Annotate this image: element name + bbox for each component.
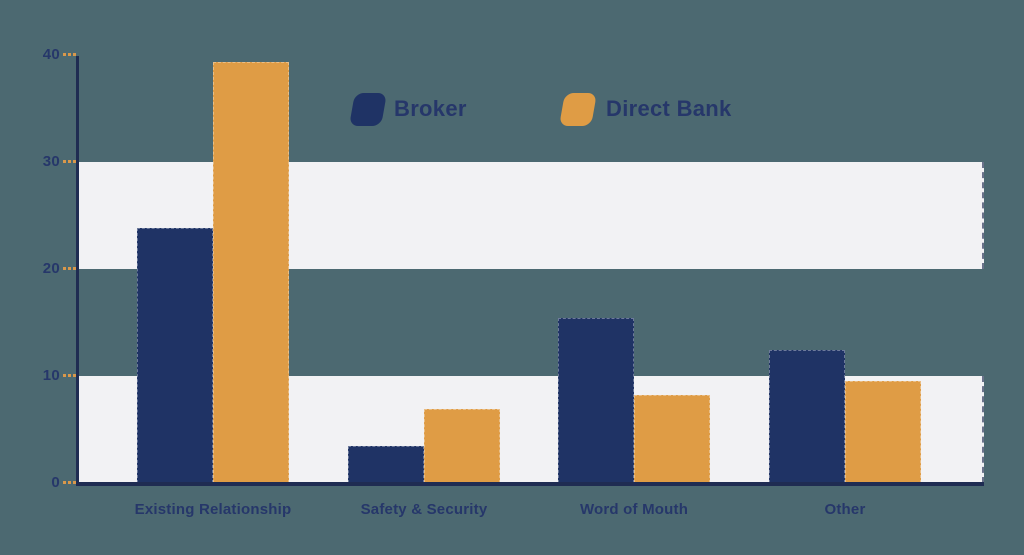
y-axis-line <box>76 56 79 486</box>
x-axis-label-existing-relationship: Existing Relationship <box>134 501 292 518</box>
y-tick-label-20: 20 <box>42 260 60 277</box>
y-tick-label-0: 0 <box>51 474 60 491</box>
y-tick-mark-0 <box>63 481 76 484</box>
y-tick-mark-30 <box>63 160 76 163</box>
x-axis-line <box>76 482 984 486</box>
legend-swatch-direct-bank <box>559 93 597 126</box>
x-axis-label-other: Other <box>824 501 866 518</box>
y-tick-label-40: 40 <box>42 46 60 63</box>
bar-direct-bank-word-of-mouth <box>634 395 710 483</box>
y-tick-mark-40 <box>63 53 76 56</box>
bar-broker-other <box>769 350 845 483</box>
legend-label-broker: Broker <box>394 96 467 121</box>
bar-broker-safety-security <box>348 446 424 483</box>
x-axis-label-word-of-mouth: Word of Mouth <box>579 501 689 518</box>
bar-broker-word-of-mouth <box>558 318 634 483</box>
x-axis-label-safety-security: Safety & Security <box>360 501 488 518</box>
legend-swatch-broker <box>349 93 387 126</box>
y-tick-label-30: 30 <box>42 153 60 170</box>
bar-direct-bank-safety-security <box>424 409 500 483</box>
y-tick-label-10: 10 <box>42 367 60 384</box>
y-tick-mark-10 <box>63 374 76 377</box>
legend-label-direct-bank: Direct Bank <box>606 96 732 121</box>
bar-broker-existing-relationship <box>137 228 213 483</box>
bar-direct-bank-existing-relationship <box>213 62 289 483</box>
y-tick-mark-20 <box>63 267 76 270</box>
bar-direct-bank-other <box>845 381 921 483</box>
